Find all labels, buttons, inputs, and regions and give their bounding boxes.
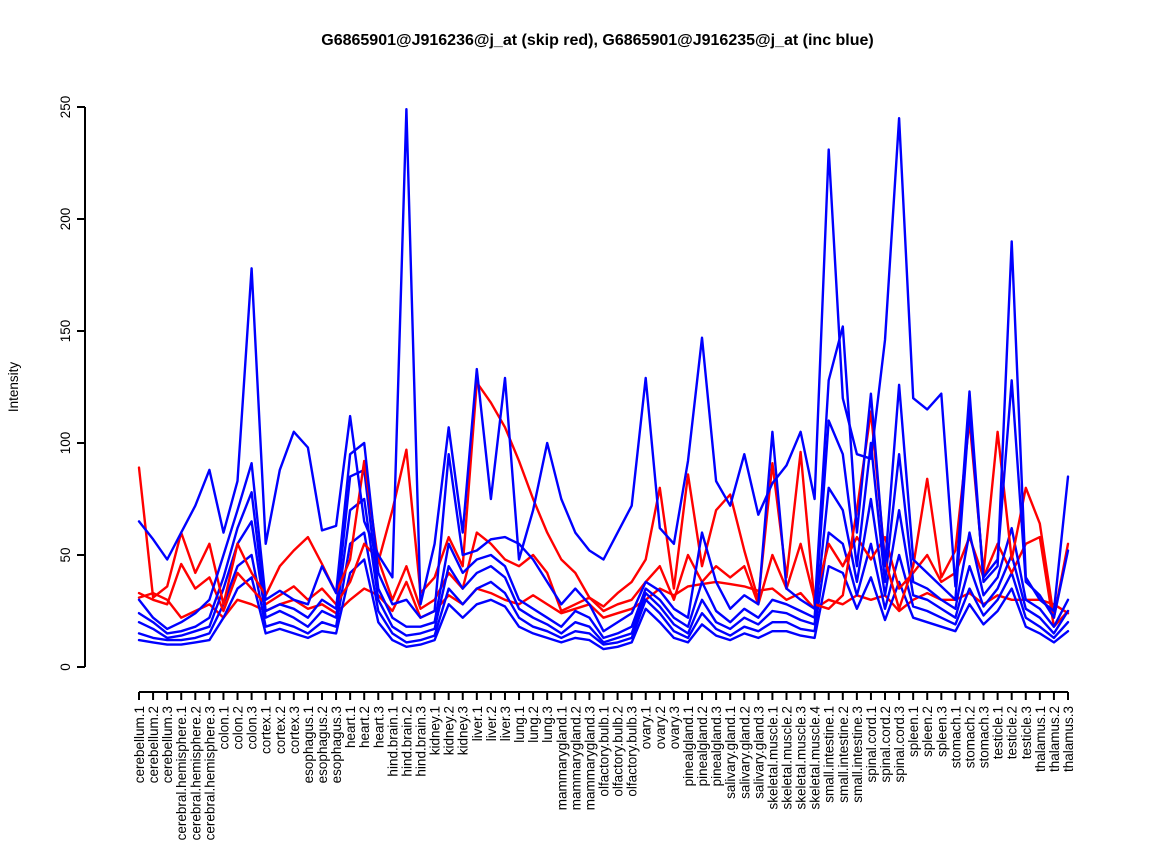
x-tick-label: skeletal.muscle.2 bbox=[779, 706, 794, 810]
chart-title: G6865901@J916236@j_at (skip red), G68659… bbox=[321, 32, 874, 49]
x-tick-label: cortex.2 bbox=[273, 706, 288, 754]
series-line-inc-blue-5 bbox=[137, 558, 1070, 651]
x-tick-label: olfactory.bulb.2 bbox=[611, 706, 626, 797]
x-tick-label: esophagus.3 bbox=[329, 706, 344, 783]
x-tick-label: skeletal.muscle.3 bbox=[794, 706, 809, 810]
y-tick-label: 200 bbox=[58, 208, 73, 231]
x-tick-label: liver.1 bbox=[470, 706, 485, 741]
x-tick-label: spleen.3 bbox=[934, 706, 949, 757]
x-tick-label: testicle.3 bbox=[1019, 706, 1034, 759]
x-tick-label: heart.3 bbox=[371, 706, 386, 748]
x-tick-label: salivary.gland.3 bbox=[751, 706, 766, 799]
series-line-inc-blue-4 bbox=[137, 531, 1070, 646]
x-tick-label: cerebellum.3 bbox=[160, 706, 175, 783]
x-tick-label: colon.1 bbox=[216, 706, 231, 750]
x-tick-label: cerebellum.1 bbox=[132, 706, 147, 783]
x-tick-label: heart.2 bbox=[357, 706, 372, 748]
x-tick-label: stomach.1 bbox=[948, 706, 963, 768]
x-tick-label: spleen.1 bbox=[906, 706, 921, 757]
series-line-inc-blue-1 bbox=[137, 325, 1070, 633]
x-tick-label: mammarygland.1 bbox=[554, 706, 569, 810]
x-tick-label: kidney.2 bbox=[442, 706, 457, 755]
x-tick-label: spleen.2 bbox=[920, 706, 935, 757]
y-tick-label: 0 bbox=[58, 663, 73, 671]
series-line-inc-blue-2 bbox=[137, 419, 1070, 640]
x-tick-label: pinealgland.1 bbox=[681, 706, 696, 786]
x-tick-label: small.intestine.1 bbox=[822, 706, 837, 803]
x-tick-label: ovary.3 bbox=[667, 706, 682, 749]
x-tick-label: spinal.cord.1 bbox=[864, 706, 879, 783]
x-tick-label: ovary.1 bbox=[639, 706, 654, 749]
x-tick-label: pinealgland.3 bbox=[709, 706, 724, 786]
x-tick-label: lung.3 bbox=[540, 706, 555, 743]
x-tick-label: ovary.2 bbox=[653, 706, 668, 749]
x-tick-label: skeletal.muscle.1 bbox=[765, 706, 780, 810]
y-tick-label: 50 bbox=[58, 547, 73, 562]
x-tick-label: cortex.1 bbox=[259, 706, 274, 754]
x-tick-label: heart.1 bbox=[343, 706, 358, 748]
x-tick-label: olfactory.bulb.1 bbox=[597, 706, 612, 797]
x-tick-label: colon.3 bbox=[245, 706, 260, 750]
x-tick-label: cortex.3 bbox=[287, 706, 302, 754]
series-line-skip-red-6 bbox=[137, 381, 1070, 619]
x-tick-label: small.intestine.2 bbox=[836, 706, 851, 803]
x-tick-label: salivary.gland.2 bbox=[737, 706, 752, 799]
y-tick-label: 100 bbox=[58, 432, 73, 455]
x-tick-label: pinealgland.2 bbox=[695, 706, 710, 786]
x-tick-label: thalamus.1 bbox=[1033, 706, 1048, 772]
y-tick-label: 150 bbox=[58, 320, 73, 343]
x-tick-label: liver.2 bbox=[484, 706, 499, 741]
x-tick-label: kidney.3 bbox=[456, 706, 471, 755]
x-tick-label: cerebellum.2 bbox=[146, 706, 161, 783]
x-tick-label: kidney.1 bbox=[428, 706, 443, 755]
x-tick-label: hind.brain.3 bbox=[414, 706, 429, 777]
x-tick-label: small.intestine.3 bbox=[850, 706, 865, 803]
x-tick-label: thalamus.2 bbox=[1047, 706, 1062, 772]
x-tick-label: cerebral.hemisphere.2 bbox=[188, 706, 203, 840]
x-tick-label: spinal.cord.2 bbox=[878, 706, 893, 783]
x-tick-label: thalamus.3 bbox=[1061, 706, 1076, 772]
y-tick-label: 250 bbox=[58, 96, 73, 119]
x-tick-label: hind.brain.1 bbox=[385, 706, 400, 777]
series-line-inc-blue-0 bbox=[137, 107, 1070, 613]
series-line-inc-blue-3 bbox=[137, 486, 1070, 644]
x-tick-label: salivary.gland.1 bbox=[723, 706, 738, 799]
x-tick-label: liver.3 bbox=[498, 706, 513, 741]
x-tick-label: lung.1 bbox=[512, 706, 527, 743]
x-tick-label: testicle.2 bbox=[1005, 706, 1020, 759]
x-tick-label: mammarygland.2 bbox=[568, 706, 583, 810]
x-tick-label: mammarygland.3 bbox=[582, 706, 597, 810]
x-tick-label: olfactory.bulb.3 bbox=[625, 706, 640, 797]
y-axis-title: Intensity bbox=[6, 362, 21, 413]
x-tick-label: stomach.2 bbox=[962, 706, 977, 768]
x-tick-label: colon.2 bbox=[231, 706, 246, 750]
x-tick-label: cerebral.hemisphere.1 bbox=[174, 706, 189, 840]
x-tick-label: skeletal.muscle.4 bbox=[808, 706, 823, 810]
x-tick-label: esophagus.2 bbox=[315, 706, 330, 783]
x-tick-label: cerebral.hemisphere.3 bbox=[202, 706, 217, 840]
x-tick-label: hind.brain.2 bbox=[399, 706, 414, 777]
x-tick-label: spinal.cord.3 bbox=[892, 706, 907, 783]
x-tick-label: esophagus.1 bbox=[301, 706, 316, 783]
x-tick-label: stomach.3 bbox=[977, 706, 992, 768]
x-tick-label: lung.2 bbox=[526, 706, 541, 743]
x-tick-label: testicle.1 bbox=[991, 706, 1006, 759]
